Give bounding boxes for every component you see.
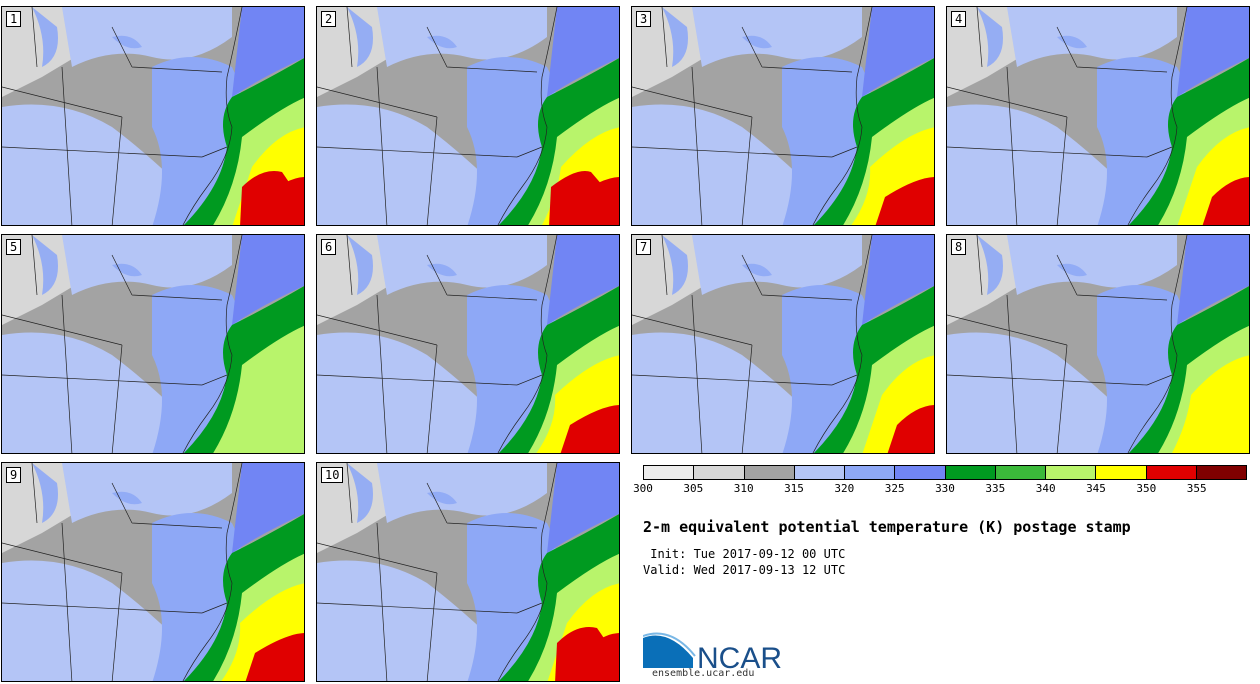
colorbar-swatch: [693, 466, 744, 479]
panel-number: 3: [636, 11, 652, 27]
logo-url: ensemble.ucar.edu: [652, 668, 755, 679]
colorbar-swatch: [644, 466, 694, 479]
stamp-panel: 5: [1, 234, 305, 454]
colorbar-tick-label: 355: [1186, 482, 1207, 495]
stamp-panel: 3: [631, 6, 935, 226]
colorbar-swatch: [1145, 466, 1196, 479]
figure-title: 2-m equivalent potential temperature (K)…: [643, 518, 1131, 536]
panel-number: 9: [6, 467, 22, 483]
panel-number: 8: [951, 239, 967, 255]
stamp-panel: 4: [946, 6, 1250, 226]
panel-number: 6: [321, 239, 337, 255]
colorbar-tick-label: 335: [985, 482, 1006, 495]
stamp-panel: 2: [316, 6, 620, 226]
colorbar-tick-label: 350: [1136, 482, 1157, 495]
colorbar-swatch: [743, 466, 794, 479]
colorbar: [643, 465, 1247, 480]
colorbar-tick-label: 330: [935, 482, 955, 495]
panel-number: 5: [6, 239, 22, 255]
panel-number: 4: [951, 11, 967, 27]
colorbar-tick-label: 320: [834, 482, 855, 495]
panel-number: 7: [636, 239, 652, 255]
colorbar-swatch: [1195, 466, 1246, 479]
ncar-logo-text: NCAR: [697, 642, 782, 672]
init-time: Init: Tue 2017-09-12 00 UTC: [643, 547, 846, 561]
valid-time: Valid: Wed 2017-09-13 12 UTC: [643, 563, 846, 577]
stamp-panel: 10: [316, 462, 620, 682]
stamp-panel: 9: [1, 462, 305, 682]
colorbar-swatch: [793, 466, 844, 479]
colorbar-swatch: [944, 466, 995, 479]
colorbar-tick-label: 315: [784, 482, 804, 495]
ncar-logo: NCAR: [643, 632, 782, 672]
colorbar-tick-label: 340: [1035, 482, 1056, 495]
colorbar-tick-label: 345: [1086, 482, 1106, 495]
colorbar-tick-label: 305: [683, 482, 704, 495]
stamp-panel: 1: [1, 6, 305, 226]
colorbar-swatch: [1045, 466, 1096, 479]
colorbar-swatch: [844, 466, 895, 479]
stamp-panel: 7: [631, 234, 935, 454]
panel-number: 10: [321, 467, 344, 483]
colorbar-swatch: [894, 466, 945, 479]
stamp-panel: 6: [316, 234, 620, 454]
colorbar-tick-label: 310: [733, 482, 754, 495]
panel-number: 1: [6, 11, 22, 27]
panel-number: 2: [321, 11, 337, 27]
colorbar-swatch: [1095, 466, 1146, 479]
stamp-panel: 8: [946, 234, 1250, 454]
colorbar-tick-label: 325: [884, 482, 905, 495]
colorbar-tick-label: 300: [633, 482, 653, 495]
colorbar-swatch: [994, 466, 1045, 479]
